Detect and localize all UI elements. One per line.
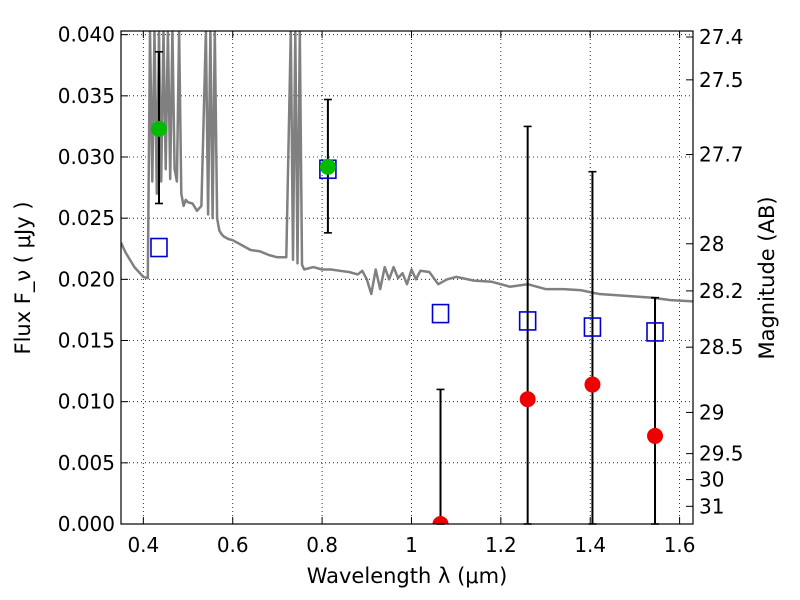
y-tick-label: 0.035 [58, 84, 115, 108]
right-axis-title: Magnitude (AB) [755, 196, 779, 359]
x-tick-label: 0.8 [306, 533, 338, 557]
right-tick-label: 30 [699, 468, 724, 492]
x-tick-label: 1 [405, 533, 418, 557]
right-tick-label: 31 [699, 494, 724, 518]
spectrum-layer [121, 31, 693, 303]
observed-flux-point [519, 391, 536, 408]
y-tick-label: 0.020 [58, 267, 115, 291]
right-tick-label: 29 [699, 400, 724, 424]
y-axis-title: Flux F_ν ( μJy ) [11, 201, 36, 354]
model-flux-square [583, 317, 602, 337]
right-tick-label: 27.7 [699, 143, 744, 167]
x-axis-title: Wavelength λ (μm) [307, 564, 508, 588]
y-tick-label: 0.040 [58, 23, 115, 47]
observed-flux-point [647, 427, 664, 444]
y-tick-label: 0.005 [58, 451, 115, 475]
plot-frame [120, 30, 694, 525]
y-axis-left: 0.000 0.005 0.010 0.015 0.020 0.025 0.030 0.035… [58, 23, 128, 536]
x-tick-label: 1.6 [664, 533, 696, 557]
marker-layer [150, 120, 664, 524]
model-flux-square [431, 303, 450, 324]
model-flux-square [518, 311, 537, 331]
observed-flux-point [319, 158, 336, 175]
right-tick-label: 27.5 [699, 68, 744, 92]
x-tick-label: 1.4 [574, 533, 606, 557]
model-flux-square [646, 322, 664, 342]
model-flux-square [150, 237, 168, 258]
right-tick-label: 27.4 [699, 25, 744, 49]
x-tick-label: 0.4 [127, 533, 159, 557]
template-spectrum-line [121, 31, 693, 303]
x-tick-label: 0.6 [217, 533, 249, 557]
right-tick-label: 28.2 [699, 279, 744, 303]
grid-layer [121, 31, 693, 524]
y-tick-label: 0.010 [58, 390, 115, 414]
y-tick-label: 0.000 [58, 512, 115, 536]
y-tick-label: 0.025 [58, 206, 115, 230]
y-tick-label: 0.015 [58, 329, 115, 353]
y-tick-label: 0.030 [58, 145, 115, 169]
right-tick-label: 28 [699, 232, 724, 256]
x-tick-label: 1.2 [485, 533, 517, 557]
right-tick-label: 29.5 [699, 442, 744, 466]
observed-flux-point [150, 120, 167, 137]
observed-flux-point [584, 376, 601, 393]
x-axis: 0.4 0.6 0.8 1 1.2 1.4 1.6 [127, 31, 696, 557]
right-tick-label: 28.5 [699, 335, 744, 359]
observed-flux-point [432, 516, 449, 524]
